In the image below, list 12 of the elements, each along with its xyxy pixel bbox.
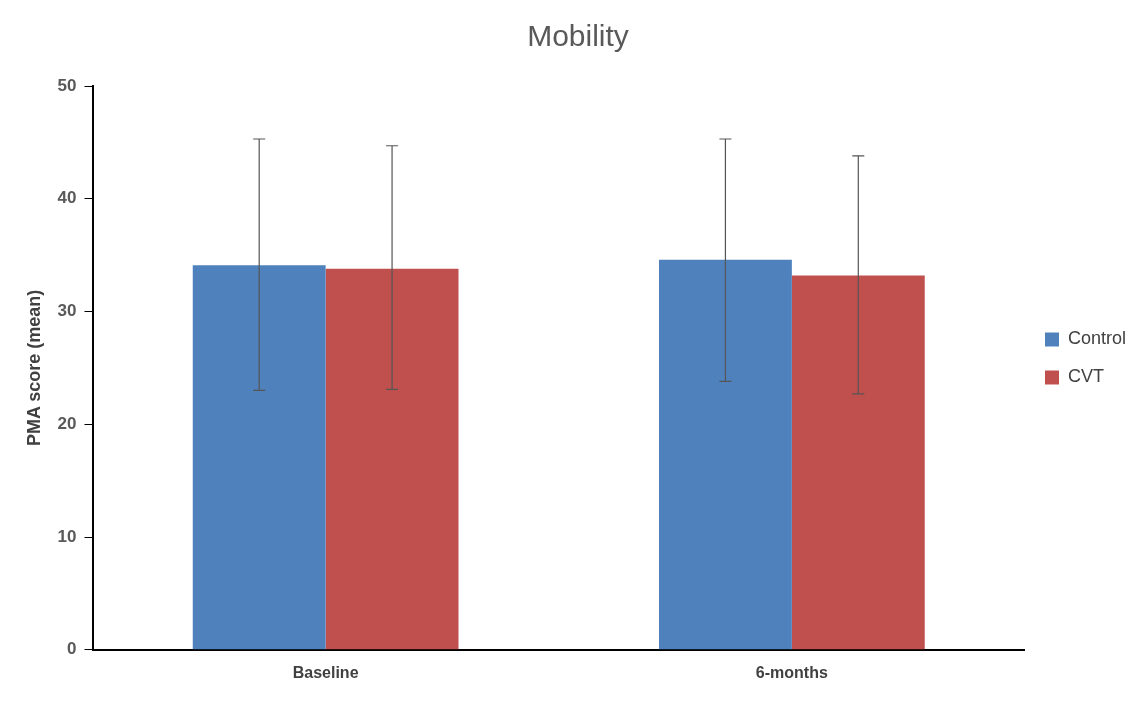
y-tick-label: 40 bbox=[57, 188, 77, 208]
legend-label: CVT bbox=[1067, 366, 1104, 387]
legend-label: Control bbox=[1067, 328, 1127, 349]
y-tick-label: 20 bbox=[57, 413, 77, 433]
y-tick-label: 0 bbox=[67, 639, 77, 659]
y-tick-label: 30 bbox=[57, 301, 77, 321]
y-tick-label: 10 bbox=[57, 526, 77, 546]
y-axis-title: PMA score (mean) bbox=[23, 289, 44, 447]
x-tick-label: 6-months bbox=[755, 663, 828, 681]
y-tick-label: 50 bbox=[57, 75, 77, 95]
x-tick-label: Baseline bbox=[292, 663, 359, 681]
chart-title: Mobility bbox=[527, 19, 629, 53]
